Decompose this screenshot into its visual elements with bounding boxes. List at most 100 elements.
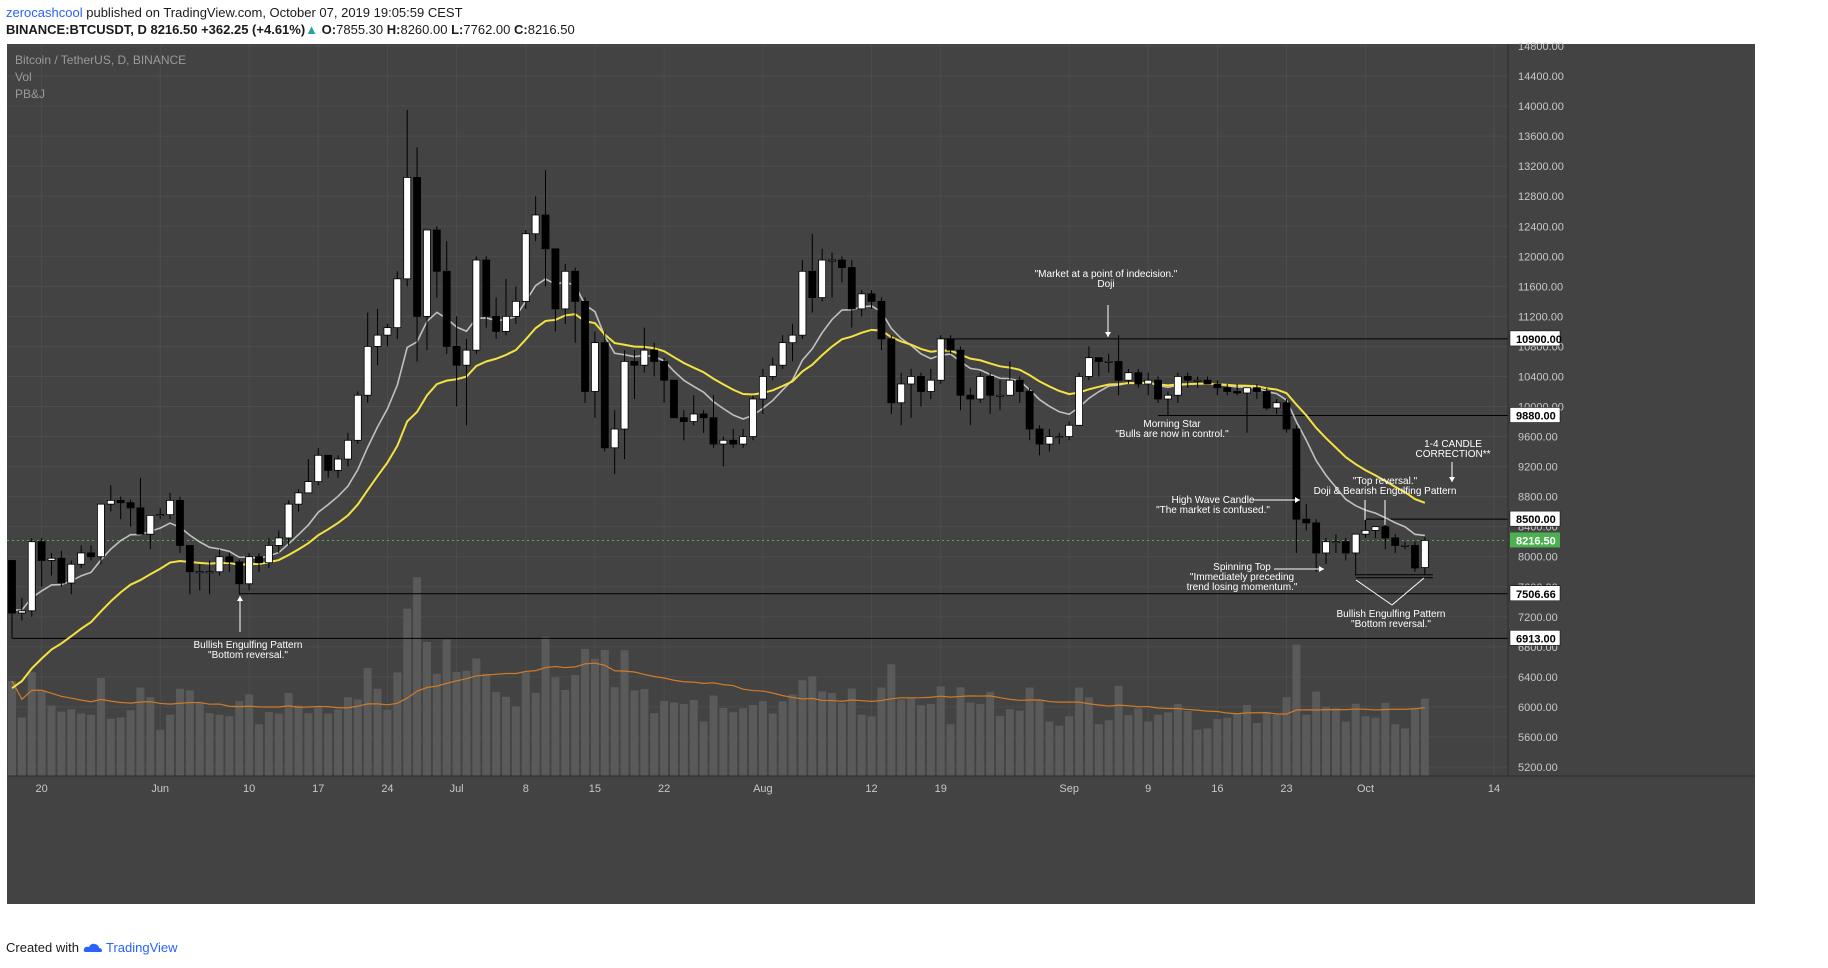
- volume-bar: [1173, 704, 1182, 776]
- volume-bar: [96, 678, 105, 776]
- author-link[interactable]: zerocashcool: [6, 5, 83, 20]
- volume-bar: [867, 716, 876, 776]
- volume-bar: [1183, 711, 1192, 776]
- arrow-head-icon: [1319, 566, 1324, 572]
- candle-down: [57, 557, 66, 584]
- volume-bar: [136, 687, 145, 776]
- candle-up: [67, 563, 76, 584]
- volume-bar: [1065, 716, 1074, 776]
- last-price-badge: [1510, 532, 1560, 548]
- candle-down: [1233, 391, 1242, 394]
- candle-up: [334, 458, 342, 471]
- candle-down: [8, 560, 16, 614]
- volume-bar: [67, 709, 76, 776]
- price-level-badge: [1509, 510, 1561, 527]
- volume-bar: [47, 705, 56, 776]
- indicator-pbj: PB&J: [15, 87, 45, 101]
- volume-bar: [8, 680, 16, 776]
- candle-down: [670, 379, 678, 419]
- close-value: 8216.50: [527, 22, 575, 37]
- volume-bar: [502, 696, 510, 776]
- candle-down: [1213, 383, 1222, 389]
- candle-down: [1262, 391, 1271, 409]
- volume-bar: [521, 672, 530, 776]
- volume-bar: [749, 705, 757, 776]
- volume-bar: [1371, 717, 1380, 776]
- volume-bar: [363, 668, 372, 776]
- candle-up: [166, 499, 174, 516]
- candle-down: [581, 300, 589, 392]
- volume-bar: [1341, 721, 1350, 776]
- high-value: 8260.00: [400, 22, 448, 37]
- candle-down: [877, 300, 886, 340]
- candle-down: [699, 413, 708, 419]
- tradingview-logo[interactable]: TradingView: [83, 940, 178, 955]
- time-axis[interactable]: 20 Jun 10 17 24 Jul 8 15 22 Aug 12 19 Sep 9 16 23 Oct 14: [7, 775, 1755, 904]
- volume-bar: [77, 713, 86, 776]
- volume-bar: [1005, 709, 1014, 776]
- candle-up: [1045, 436, 1054, 445]
- volume-bar: [857, 714, 866, 776]
- candle-down: [116, 499, 125, 504]
- volume-bar: [669, 702, 678, 776]
- time-tick-label: Aug: [753, 783, 773, 795]
- candle-down: [660, 361, 668, 381]
- change-value: +362.25 (+4.61%): [201, 22, 306, 37]
- annotation-text: "Bulls are now in control.": [1115, 429, 1229, 440]
- volume-bar: [897, 699, 906, 776]
- candle-down: [432, 229, 441, 272]
- last-price-label: 8216.50: [1516, 535, 1556, 547]
- candle-up: [17, 610, 26, 614]
- candle-up: [1361, 530, 1370, 535]
- price-tick-label: 6400.00: [1518, 672, 1558, 684]
- arrow-head-icon: [1295, 497, 1300, 503]
- volume-bar: [462, 670, 471, 776]
- volume-bar: [926, 704, 935, 776]
- candle-up: [47, 557, 56, 561]
- time-tick-label: 12: [865, 783, 877, 795]
- time-tick-label: 10: [243, 783, 255, 795]
- volume-bar: [1391, 724, 1400, 776]
- candle-down: [1015, 379, 1024, 392]
- candle-up: [1371, 526, 1380, 531]
- volume-bar: [571, 675, 580, 776]
- candle-down: [1411, 545, 1419, 569]
- brand-name[interactable]: TradingView: [105, 940, 178, 955]
- candle-up: [195, 571, 204, 574]
- candle-down: [225, 556, 234, 563]
- price-tick-label: 5600.00: [1518, 732, 1558, 744]
- candle-up: [1193, 379, 1202, 382]
- candle-up: [561, 270, 570, 310]
- volume-bar: [679, 704, 688, 776]
- volume-bar: [422, 642, 431, 776]
- volume-bar: [511, 706, 520, 776]
- candle-up: [511, 300, 520, 317]
- price-axis[interactable]: 14800.00 14400.00 14000.00 13600.00 13200.00…: [1507, 41, 1755, 776]
- time-tick-label: 16: [1211, 783, 1223, 795]
- candle-down: [1094, 357, 1103, 362]
- candle-down: [630, 361, 639, 366]
- publish-line: zerocashcool published on TradingView.co…: [6, 4, 575, 21]
- candle-down: [37, 541, 46, 561]
- candle-up: [146, 515, 155, 535]
- volume-bar: [1094, 724, 1103, 776]
- candle-down: [1381, 526, 1390, 539]
- volume-bar: [294, 705, 303, 776]
- candle-up: [1322, 541, 1330, 554]
- candle-down: [956, 349, 965, 396]
- candle-up: [1351, 533, 1360, 554]
- volume-bar: [768, 713, 777, 776]
- volume-bar: [1252, 723, 1261, 776]
- volume-bar: [1401, 728, 1410, 776]
- volume-bar: [1331, 708, 1340, 776]
- volume-bar: [541, 636, 550, 776]
- volume-bar: [284, 693, 293, 776]
- tradingview-cloud-icon: [83, 943, 102, 952]
- candle-up: [798, 270, 807, 336]
- volume-bar: [561, 690, 570, 776]
- candle-up: [719, 439, 728, 445]
- annotation-text: Doji & Bearish Engulfing Pattern: [1314, 486, 1457, 497]
- volume-bar: [17, 717, 26, 776]
- time-tick-label: 24: [381, 783, 393, 795]
